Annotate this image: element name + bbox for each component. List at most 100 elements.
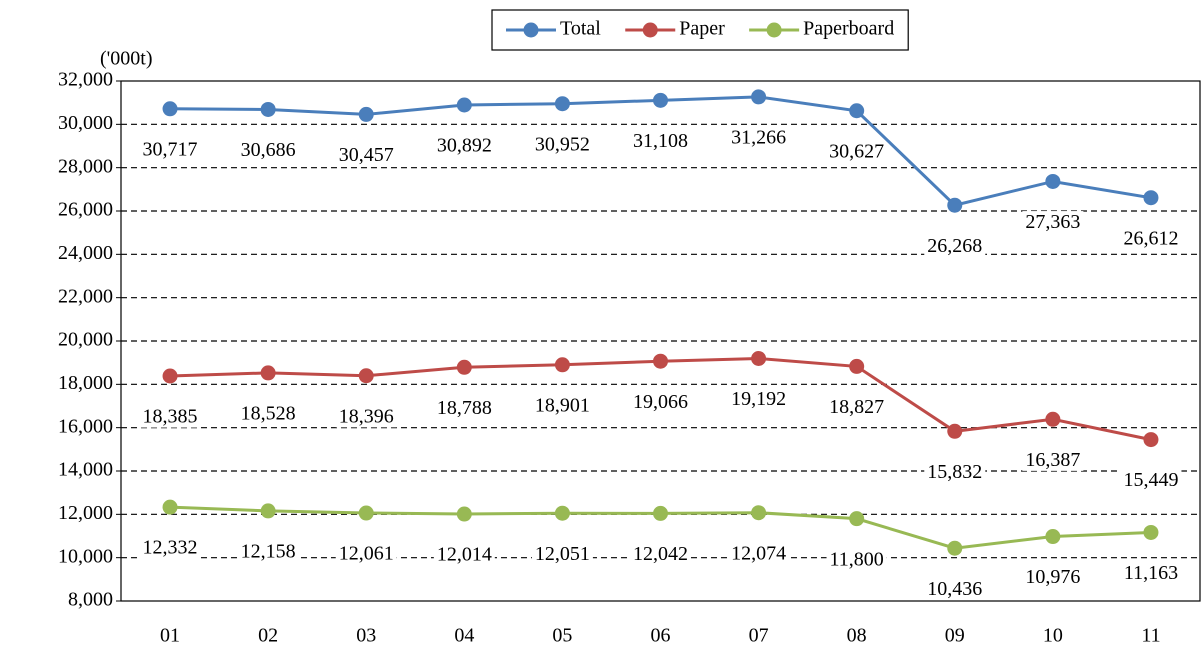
data-label: 26,612 xyxy=(1123,227,1178,249)
data-point xyxy=(849,358,865,374)
y-tick-label: 18,000 xyxy=(58,372,113,394)
data-point xyxy=(554,357,570,373)
data-point xyxy=(1045,411,1061,427)
data-label: 18,396 xyxy=(339,405,394,427)
plot-border xyxy=(120,80,1201,602)
data-label-bg xyxy=(728,126,790,149)
data-label-bg xyxy=(433,396,495,419)
data-label-bg xyxy=(139,405,201,428)
data-label-bg xyxy=(630,129,691,152)
data-label: 12,051 xyxy=(535,543,590,565)
data-label-bg xyxy=(826,548,887,571)
data-label-bg xyxy=(924,460,986,483)
data-label-bg xyxy=(1022,566,1084,589)
y-tick-label: 22,000 xyxy=(58,285,113,307)
data-label-bg xyxy=(1120,562,1182,585)
data-point xyxy=(554,96,570,112)
data-point xyxy=(653,353,668,369)
data-point xyxy=(358,368,374,384)
data-label-bg xyxy=(237,402,299,425)
data-point xyxy=(554,505,570,521)
data-labels: 30,717 30,686 30,457 30,892 30,952 31,108 31,2… xyxy=(139,126,1182,600)
x-tick-label: 08 xyxy=(847,625,867,647)
data-point xyxy=(456,359,472,375)
data-point xyxy=(162,368,178,384)
legend: Total Paper Paperboard xyxy=(491,9,909,51)
data-point xyxy=(1143,190,1159,206)
x-tick-label: 06 xyxy=(651,625,671,647)
data-label-bg xyxy=(433,134,495,157)
data-label: 30,627 xyxy=(829,140,884,162)
y-tick-label: 30,000 xyxy=(58,112,113,134)
data-point xyxy=(1143,432,1159,448)
data-label: 18,788 xyxy=(437,397,492,419)
legend-marker xyxy=(642,22,658,38)
data-label-bg xyxy=(335,405,397,428)
data-label-bg xyxy=(924,234,986,257)
data-point xyxy=(653,92,668,108)
data-label: 10,436 xyxy=(927,578,982,600)
data-point xyxy=(162,499,178,515)
data-label: 31,108 xyxy=(633,130,688,152)
data-label-bg xyxy=(630,390,691,413)
data-label-bg xyxy=(728,388,790,411)
data-label: 30,457 xyxy=(339,144,394,166)
data-label-bg xyxy=(924,577,986,600)
data-label: 15,449 xyxy=(1123,469,1178,491)
y-tick-label: 14,000 xyxy=(58,459,113,481)
data-label-bg xyxy=(1022,211,1084,234)
x-tick-label: 09 xyxy=(945,625,965,647)
legend-label: Paperboard xyxy=(803,18,894,40)
data-label: 30,952 xyxy=(535,133,590,155)
data-label-bg xyxy=(1120,469,1182,492)
data-label: 18,827 xyxy=(829,396,884,418)
data-point xyxy=(456,97,472,113)
x-tick-label: 04 xyxy=(454,625,474,647)
y-axis-unit: ('000t) xyxy=(100,48,152,70)
data-point xyxy=(751,89,767,105)
data-label-bg xyxy=(630,543,691,566)
data-point xyxy=(260,365,276,381)
data-point xyxy=(1045,173,1061,189)
data-point xyxy=(260,101,276,117)
data-point xyxy=(947,423,963,439)
data-label: 18,385 xyxy=(143,406,198,428)
data-label: 10,976 xyxy=(1025,566,1080,588)
data-label: 11,163 xyxy=(1124,562,1178,584)
data-point xyxy=(751,351,767,367)
y-tick-label: 28,000 xyxy=(58,155,113,177)
legend-box xyxy=(491,9,909,51)
data-label-bg xyxy=(335,144,397,167)
x-tick-label: 01 xyxy=(160,625,180,647)
data-label: 30,892 xyxy=(437,135,492,157)
y-tick-label: 20,000 xyxy=(58,329,113,351)
data-label: 12,061 xyxy=(339,543,394,565)
x-tick-label: 02 xyxy=(258,625,278,647)
data-point xyxy=(653,505,668,521)
data-label-bg xyxy=(1120,227,1182,250)
data-label-bg xyxy=(531,394,593,417)
y-tick-label: 16,000 xyxy=(58,415,113,437)
data-label-bg xyxy=(237,540,299,563)
x-tick-label: 05 xyxy=(552,625,572,647)
y-tick-label: 24,000 xyxy=(58,242,113,264)
data-label: 16,387 xyxy=(1025,449,1080,471)
data-label: 15,832 xyxy=(927,461,982,483)
data-point xyxy=(358,505,374,521)
data-label: 19,192 xyxy=(731,388,786,410)
legend-marker xyxy=(523,22,539,38)
y-tick-label: 10,000 xyxy=(58,545,113,567)
data-label-bg xyxy=(826,140,888,163)
data-label-bg xyxy=(139,138,201,161)
y-tick-label: 12,000 xyxy=(58,502,113,524)
data-label-bg xyxy=(826,396,888,419)
data-label-bg xyxy=(531,542,593,565)
data-label: 27,363 xyxy=(1025,211,1080,233)
data-label: 30,686 xyxy=(241,139,296,161)
x-tick-label: 03 xyxy=(356,625,376,647)
data-label: 26,268 xyxy=(927,235,982,257)
data-point xyxy=(947,197,963,213)
data-label: 12,332 xyxy=(143,537,198,559)
data-label: 12,042 xyxy=(633,543,688,565)
y-tick-label: 8,000 xyxy=(68,589,113,611)
